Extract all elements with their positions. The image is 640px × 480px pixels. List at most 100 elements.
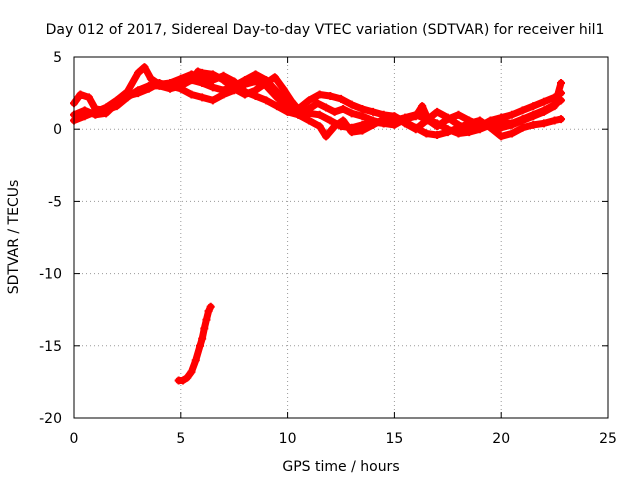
y-tick-label: -5 [48, 194, 62, 210]
data-point [230, 84, 239, 93]
data-point [112, 99, 121, 108]
data-point [313, 99, 322, 108]
data-point [529, 120, 538, 129]
data-point [390, 116, 399, 125]
data-point [140, 63, 149, 72]
x-tick-label: 15 [385, 431, 403, 447]
x-tick-label: 20 [492, 431, 510, 447]
data-point [358, 112, 367, 121]
data-point [347, 100, 356, 109]
data-point [557, 115, 566, 124]
data-point [178, 376, 187, 385]
data-point [183, 373, 192, 382]
data-point [550, 93, 559, 102]
x-tick-label: 10 [279, 431, 297, 447]
series-track-e [174, 302, 215, 385]
data-point [411, 125, 420, 134]
data-point [497, 132, 506, 141]
data-point [279, 84, 288, 93]
data-point [454, 120, 463, 129]
data-point [304, 96, 313, 105]
data-point [187, 90, 196, 99]
data-point [240, 90, 249, 99]
data-point [155, 78, 164, 87]
data-point [507, 119, 516, 128]
data-point [296, 107, 305, 116]
x-axis-label: GPS time / hours [282, 459, 399, 475]
data-point [454, 110, 463, 119]
data-point [219, 90, 228, 99]
data-point [80, 106, 89, 115]
y-tick-label: -20 [39, 411, 62, 427]
data-point [166, 81, 175, 90]
data-point [465, 128, 474, 137]
x-tick-labels: 0 5 10 15 20 25 [70, 431, 617, 447]
data-point [557, 89, 566, 98]
data-point [358, 126, 367, 135]
data-point [422, 115, 431, 124]
data-point [433, 119, 442, 128]
data-point [206, 302, 215, 311]
data-point [411, 110, 420, 119]
data-point [251, 86, 260, 95]
data-point [208, 96, 217, 105]
data-point [84, 93, 93, 102]
y-tick-label: -15 [39, 339, 62, 355]
x-tick-label: 0 [70, 431, 79, 447]
data-point [198, 334, 207, 343]
data-point [539, 97, 548, 106]
y-tick-labels: -20 -15 -10 -5 0 5 [39, 50, 62, 427]
data-point [339, 116, 348, 125]
x-tick-label: 25 [599, 431, 617, 447]
data-point [176, 74, 185, 83]
plot-frame [73, 56, 609, 419]
data-point [176, 84, 185, 93]
chart-title: Day 012 of 2017, Sidereal Day-to-day VTE… [46, 22, 605, 38]
data-point [272, 93, 281, 102]
data-point [208, 83, 217, 92]
data-point [251, 77, 260, 86]
y-tick-label: 5 [53, 50, 62, 66]
ticks [73, 56, 609, 419]
data-point [191, 356, 200, 365]
data-layer [70, 63, 566, 385]
data-point [315, 90, 324, 99]
y-tick-label: 0 [53, 122, 62, 138]
data-point [262, 78, 271, 87]
data-point [347, 109, 356, 118]
data-point [529, 110, 538, 119]
data-point [315, 122, 324, 131]
data-point [304, 116, 313, 125]
data-point [422, 129, 431, 138]
data-point [326, 91, 335, 100]
data-point [433, 130, 442, 139]
data-point [198, 68, 207, 77]
data-point [379, 119, 388, 128]
data-point [315, 110, 324, 119]
data-point [272, 102, 281, 111]
data-point [146, 74, 155, 83]
data-point [369, 116, 378, 125]
data-point [251, 70, 260, 79]
data-point [401, 113, 410, 122]
data-point [347, 128, 356, 137]
x-tick-label: 5 [176, 431, 185, 447]
data-point [123, 91, 132, 100]
data-point [369, 107, 378, 116]
data-point [507, 129, 516, 138]
data-point [91, 110, 100, 119]
data-point [486, 120, 495, 129]
data-point [134, 68, 143, 77]
data-point [337, 94, 345, 103]
data-point [144, 84, 153, 93]
data-point [240, 80, 249, 89]
data-point [326, 116, 335, 125]
data-point [443, 125, 452, 134]
data-point [283, 102, 292, 111]
data-point [76, 90, 85, 99]
data-point [270, 73, 279, 82]
data-point [198, 93, 207, 102]
data-point [539, 106, 548, 115]
data-point [557, 96, 566, 105]
